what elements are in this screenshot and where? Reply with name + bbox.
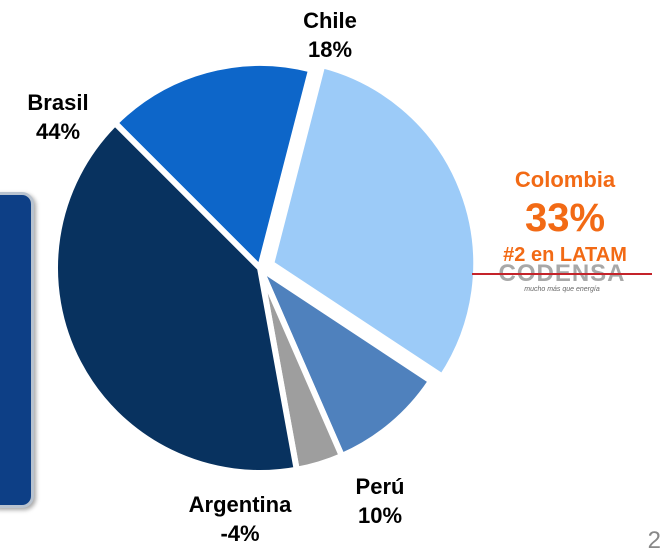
label-colombia-value: 33% [524,196,606,240]
codensa-logo-swoosh [472,273,652,275]
label-peru-value: 10% [357,503,403,528]
side-panel [0,192,34,508]
label-chile-value: 18% [307,37,353,62]
label-peru-name: Perú [355,474,405,499]
pie-slice-per [257,265,435,459]
pie-slice-colombia [268,62,480,380]
label-colombia: Colombia 33% #2 en LATAM [470,165,660,268]
pie-slice-chile [112,60,315,271]
codensa-logo-tagline: mucho más que energía [524,286,600,293]
label-brasil: Brasil 44% [8,88,108,146]
label-colombia-rank: #2 en LATAM [503,244,627,266]
codensa-logo: CODENSA mucho más que energía [466,262,658,293]
label-colombia-name: Colombia [514,167,616,192]
page-number: 2 [647,527,661,554]
label-argentina: Argentina -4% [140,490,340,548]
label-argentina-value: -4% [220,521,260,546]
label-argentina-name: Argentina [188,492,292,517]
label-peru: Perú 10% [330,472,430,530]
label-chile: Chile 18% [280,6,380,64]
label-brasil-name: Brasil [27,90,89,115]
label-chile-name: Chile [303,8,357,33]
pie-slice-brasil [52,120,300,476]
label-brasil-value: 44% [35,119,81,144]
